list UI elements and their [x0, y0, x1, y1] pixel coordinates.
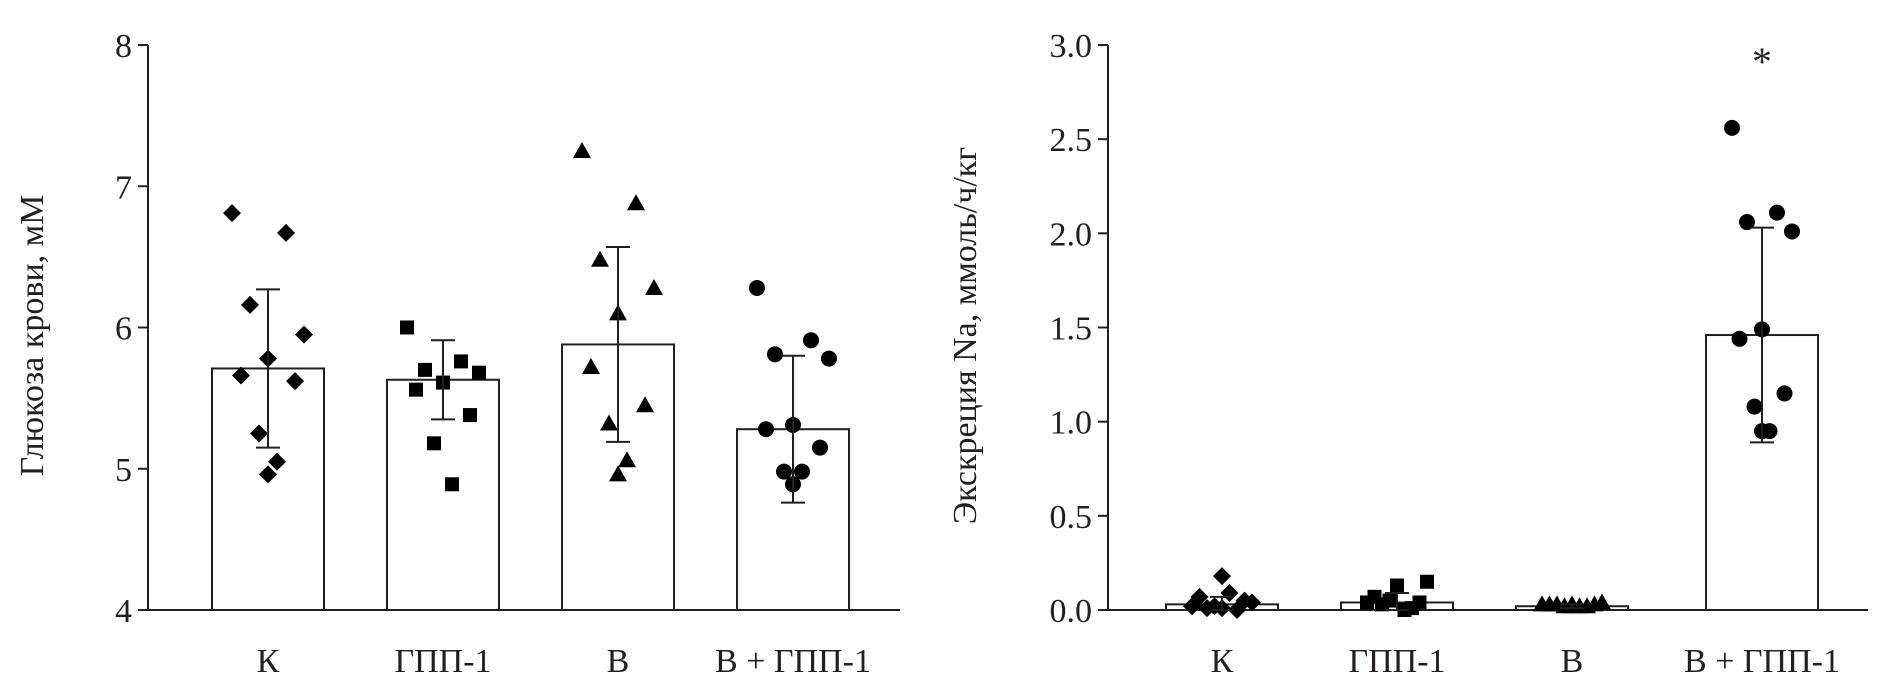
data-point: [1390, 578, 1404, 593]
data-point: [250, 424, 268, 443]
data-point: [609, 465, 627, 482]
data-point: [803, 332, 819, 349]
data-point: [1412, 595, 1427, 610]
y-tick-label: 0.0: [1050, 593, 1093, 630]
data-point: [627, 194, 645, 211]
data-point: [1769, 204, 1785, 221]
data-point: [268, 452, 286, 471]
data-point: [427, 436, 441, 451]
data-point: [454, 354, 468, 369]
category-label: ГПП-1: [394, 643, 491, 680]
y-tick-label: 8: [115, 28, 132, 65]
data-point: [259, 465, 277, 484]
data-point: [1585, 595, 1604, 612]
y-axis-title: Глюкоза крови, мМ: [14, 195, 51, 477]
y-tick-label: 2.5: [1050, 122, 1093, 159]
glucose-chart: 4 5 6 7 8 Глюкоза крови, мМ К ГПП-1 В В + ГПП-1: [14, 28, 900, 680]
data-point: [232, 366, 250, 385]
data-point: [223, 204, 241, 223]
data-point: [618, 451, 636, 468]
data-point: [573, 141, 591, 158]
data-point: [1746, 398, 1763, 415]
y-tick-label: 5: [115, 452, 132, 489]
y-tick-label: 0.5: [1050, 499, 1093, 536]
data-point: [1190, 587, 1209, 606]
category-label: В + ГПП-1: [1684, 643, 1840, 680]
data-point: [1540, 595, 1559, 612]
y-tick-label: 2.0: [1050, 216, 1093, 253]
category-label: В: [607, 643, 630, 680]
category-label: ГПП-1: [1348, 643, 1445, 680]
data-point: [445, 477, 459, 492]
data-point: [1739, 214, 1755, 231]
y-tick-label: 6: [115, 311, 132, 348]
sodium-excretion-chart: 0.0 0.5 1.0 1.5 2.0 2.5 3.0 Экскреция Na, ммоль…: [947, 28, 1868, 680]
y-tick-label: 4: [115, 593, 132, 630]
y-tick-label: 7: [115, 169, 132, 206]
data-point: [794, 463, 810, 480]
y-tick-label: 3.0: [1050, 28, 1093, 65]
data-point: [749, 279, 765, 296]
category-label: К: [257, 643, 280, 680]
data-point: [636, 396, 654, 413]
data-point: [591, 250, 609, 267]
data-point: [241, 295, 259, 314]
data-point: [1213, 567, 1231, 586]
data-point: [645, 278, 663, 295]
data-point: [812, 439, 828, 456]
data-point: [286, 372, 304, 391]
y-axis-title: Экскреция Na, ммоль/ч/кг: [947, 147, 984, 525]
category-label: В: [1561, 643, 1584, 680]
data-point: [1784, 223, 1800, 240]
data-point: [277, 223, 295, 242]
y-tick-label: 1.0: [1050, 405, 1093, 442]
data-point: [1367, 589, 1382, 604]
data-point: [1235, 591, 1254, 610]
data-point: [1724, 119, 1740, 136]
category-label: К: [1211, 643, 1234, 680]
data-point: [463, 408, 477, 423]
data-point: [400, 320, 414, 335]
data-point: [1382, 593, 1397, 608]
data-point: [472, 365, 486, 380]
data-point: [600, 414, 618, 431]
data-point: [776, 463, 792, 480]
y-tick-label: 1.5: [1050, 311, 1093, 348]
data-point: [767, 346, 783, 363]
data-point: [1776, 385, 1793, 402]
data-point: [1220, 584, 1239, 603]
data-point: [1731, 330, 1748, 347]
data-point: [1420, 574, 1434, 589]
data-point: [582, 358, 600, 375]
data-point: [758, 421, 774, 438]
data-point: [409, 382, 423, 397]
data-point: [418, 362, 432, 377]
data-point: [821, 350, 837, 367]
significance-asterisk: *: [1752, 39, 1772, 84]
data-point: [295, 325, 313, 344]
category-label: В + ГПП-1: [715, 643, 871, 680]
